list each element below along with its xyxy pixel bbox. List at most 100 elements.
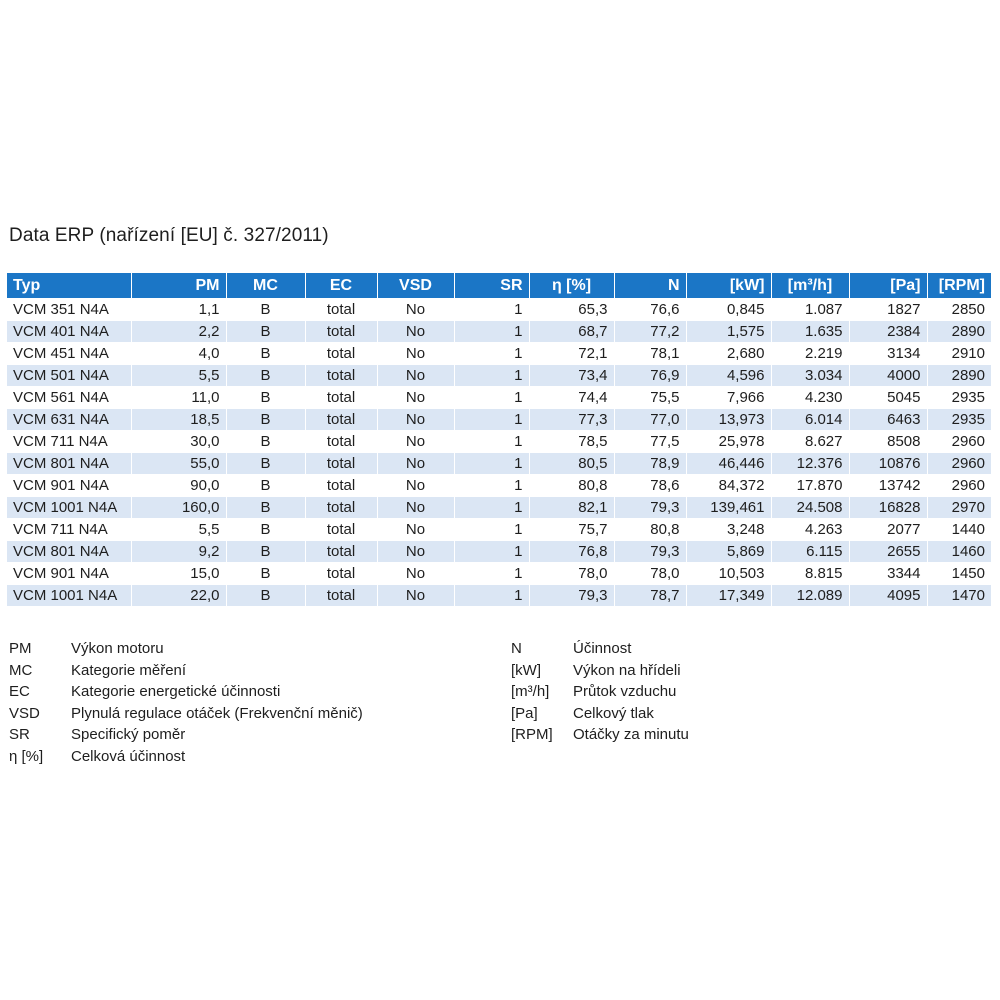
legend-item: SR Specifický poměr: [9, 724, 363, 746]
cell-pa: 13742: [849, 474, 928, 497]
cell-n: 78,0: [614, 562, 687, 585]
cell-eta: 76,8: [529, 540, 615, 563]
cell-n: 78,1: [614, 342, 687, 365]
cell-ec: total: [305, 452, 378, 475]
legend-description: Celková účinnost: [71, 747, 186, 765]
legend-item: [Pa] Celkový tlak: [511, 703, 689, 725]
legend-key: VSD: [9, 704, 40, 722]
cell-sr: 1: [454, 584, 530, 606]
legend-description: Průtok vzduchu: [573, 683, 677, 700]
cell-vsd: No: [377, 430, 455, 453]
cell-mc: B: [226, 364, 306, 387]
cell-vsd: No: [377, 562, 455, 585]
legend-item: VSD Plynulá regulace otáček (Frekvenční m…: [9, 703, 363, 725]
cell-flow: 8.627: [771, 430, 850, 453]
cell-n: 75,5: [614, 386, 687, 409]
cell-flow: 1.635: [771, 320, 850, 343]
cell-rpm: 2935: [927, 386, 991, 409]
cell-kw: 46,446: [686, 452, 772, 475]
cell-flow: 12.089: [771, 584, 850, 606]
cell-vsd: No: [377, 408, 455, 431]
cell-flow: 12.376: [771, 452, 850, 475]
legend-key: PM: [9, 640, 32, 657]
cell-ec: total: [305, 430, 378, 453]
cell-kw: 25,978: [686, 430, 772, 453]
legend-left: PM Výkon motoru MC Kategorie měření EC Katego…: [9, 638, 363, 767]
cell-sr: 1: [454, 364, 530, 387]
cell-pm: 22,0: [131, 584, 227, 606]
legend-key: EC: [9, 683, 30, 700]
cell-mc: B: [226, 452, 306, 475]
cell-pa: 2384: [849, 320, 928, 343]
cell-flow: 1.087: [771, 298, 850, 321]
cell-rpm: 2850: [927, 298, 991, 321]
cell-kw: 7,966: [686, 386, 772, 409]
cell-rpm: 1450: [927, 562, 991, 585]
cell-flow: 24.508: [771, 496, 850, 519]
cell-typ: VCM 711 N4A: [7, 518, 132, 541]
legend-item: MC Kategorie měření: [9, 660, 363, 682]
cell-pa: 1827: [849, 298, 928, 321]
legend-item: η [%] Celková účinnost: [9, 746, 363, 768]
cell-pm: 5,5: [131, 364, 227, 387]
column-header-vsd: VSD: [377, 273, 455, 299]
legend-right: N Účinnost [kW] Výkon na hřídeli [m³/h] Průto…: [511, 638, 689, 746]
cell-vsd: No: [377, 452, 455, 475]
cell-pm: 18,5: [131, 408, 227, 431]
legend-description: Plynulá regulace otáček (Frekvenční měni…: [71, 704, 363, 722]
cell-rpm: 2960: [927, 452, 991, 475]
legend-description: Kategorie energetické účinnosti: [71, 683, 281, 700]
cell-pm: 15,0: [131, 562, 227, 585]
legend-description: Specifický poměr: [71, 726, 186, 743]
cell-ec: total: [305, 364, 378, 387]
legend-key: N: [511, 640, 522, 657]
cell-kw: 3,248: [686, 518, 772, 541]
cell-ec: total: [305, 562, 378, 585]
cell-vsd: No: [377, 474, 455, 497]
cell-pa: 3344: [849, 562, 928, 585]
legend-description: Otáčky za minutu: [573, 726, 689, 743]
cell-mc: B: [226, 320, 306, 343]
cell-eta: 74,4: [529, 386, 615, 409]
cell-eta: 82,1: [529, 496, 615, 519]
legend-key: [Pa]: [511, 704, 538, 722]
cell-typ: VCM 1001 N4A: [7, 496, 132, 519]
column-header-kw: [kW]: [686, 273, 772, 299]
legend-item: [RPM] Otáčky za minutu: [511, 724, 689, 746]
cell-vsd: No: [377, 342, 455, 365]
cell-kw: 2,680: [686, 342, 772, 365]
cell-pa: 2077: [849, 518, 928, 541]
legend-key: SR: [9, 726, 30, 743]
erp-data-table: Typ PM MC EC VSD SR η [%] N [kW] [m³/h] [Pa] [RPM] …: [7, 273, 991, 606]
cell-rpm: 2935: [927, 408, 991, 431]
cell-mc: B: [226, 298, 306, 321]
cell-ec: total: [305, 320, 378, 343]
cell-pm: 55,0: [131, 452, 227, 475]
cell-eta: 80,5: [529, 452, 615, 475]
cell-sr: 1: [454, 298, 530, 321]
cell-typ: VCM 501 N4A: [7, 364, 132, 387]
cell-mc: B: [226, 584, 306, 606]
cell-n: 77,5: [614, 430, 687, 453]
cell-rpm: 2970: [927, 496, 991, 519]
cell-sr: 1: [454, 562, 530, 585]
cell-mc: B: [226, 562, 306, 585]
cell-pm: 4,0: [131, 342, 227, 365]
cell-eta: 65,3: [529, 298, 615, 321]
cell-pm: 30,0: [131, 430, 227, 453]
cell-eta: 77,3: [529, 408, 615, 431]
cell-sr: 1: [454, 342, 530, 365]
legend-description: Celkový tlak: [573, 704, 654, 722]
column-header-mc: MC: [226, 273, 306, 299]
cell-rpm: 2890: [927, 320, 991, 343]
cell-ec: total: [305, 386, 378, 409]
cell-typ: VCM 801 N4A: [7, 540, 132, 563]
cell-rpm: 2910: [927, 342, 991, 365]
cell-eta: 75,7: [529, 518, 615, 541]
